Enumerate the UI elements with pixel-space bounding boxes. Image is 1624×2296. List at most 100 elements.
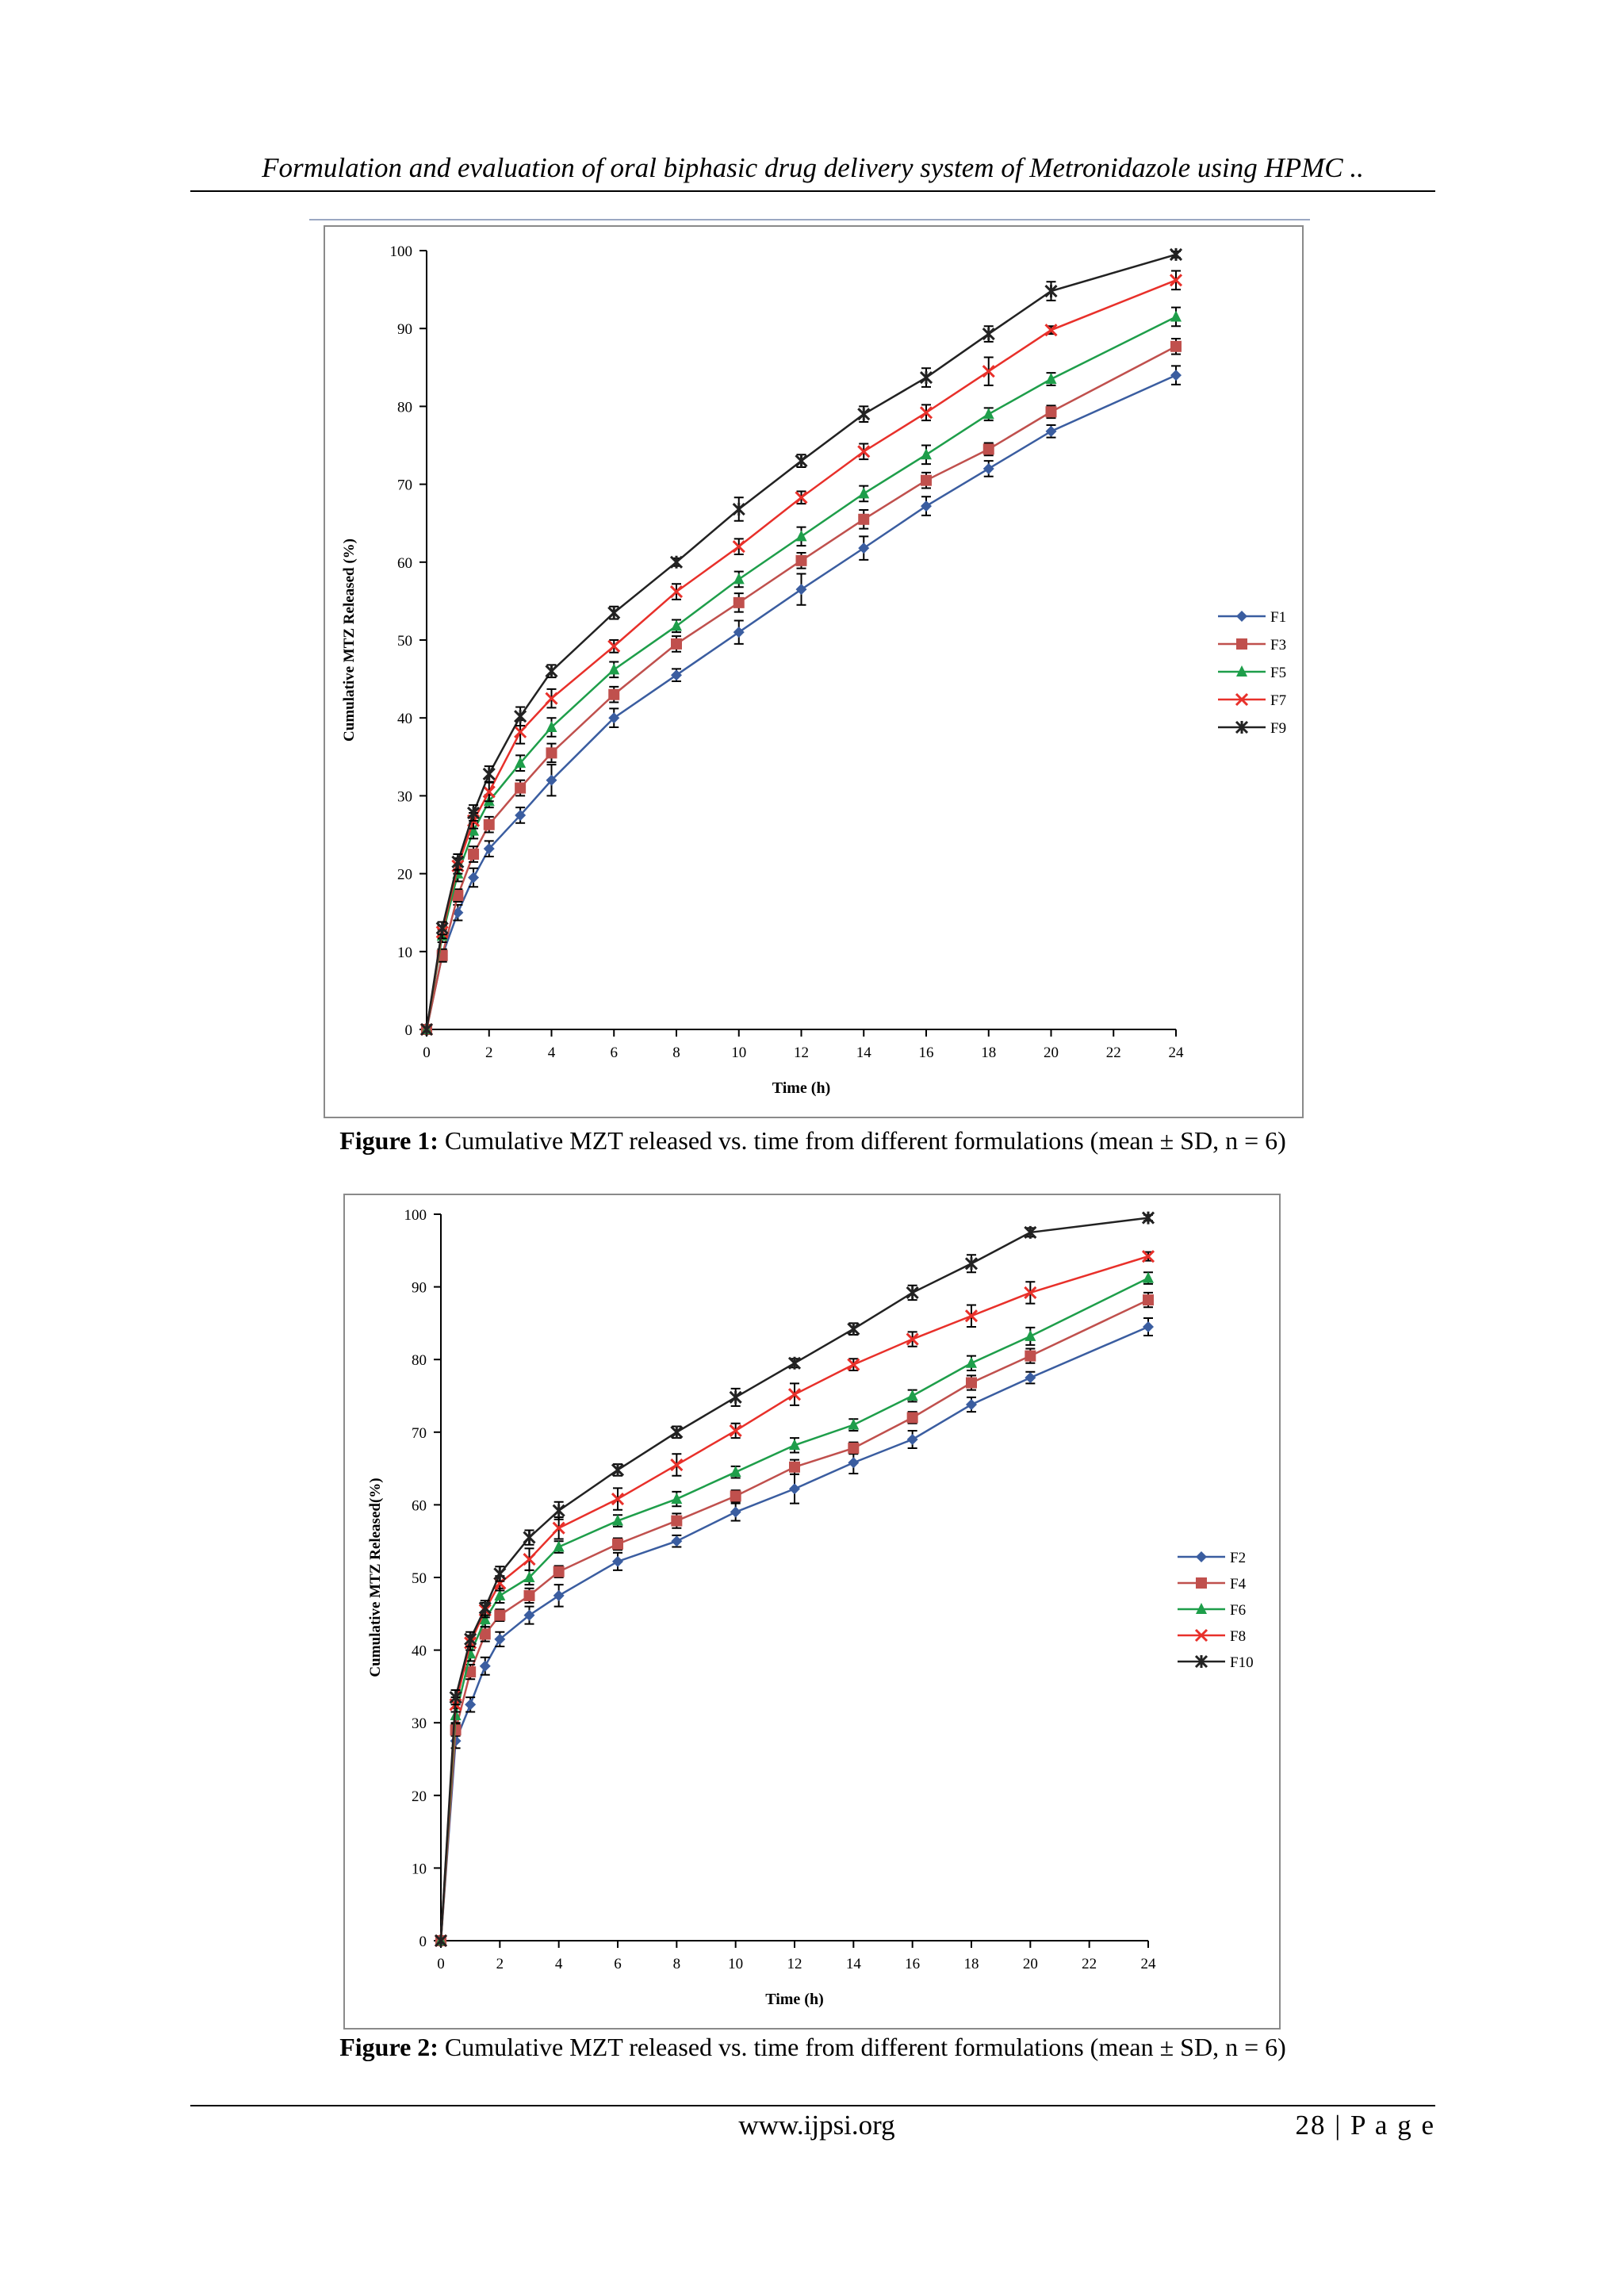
series-f6 <box>435 1271 1154 1945</box>
data-point <box>523 1589 535 1601</box>
data-point <box>1044 285 1058 298</box>
legend-marker <box>1235 720 1249 734</box>
y-tick-label: 30 <box>397 788 412 805</box>
x-tick-label: 20 <box>1044 1045 1059 1061</box>
data-point <box>494 1589 506 1600</box>
data-point <box>966 1398 977 1410</box>
footer-rule <box>190 2105 1435 2106</box>
data-point <box>858 487 870 499</box>
x-tick-label: 0 <box>423 1045 431 1061</box>
y-tick-label: 20 <box>412 1788 427 1805</box>
header-rule <box>190 190 1435 192</box>
data-point <box>523 1571 535 1582</box>
data-point <box>434 1934 448 1948</box>
data-point <box>611 1493 625 1506</box>
data-point <box>468 872 480 884</box>
data-point <box>732 540 745 554</box>
data-point <box>787 1388 802 1401</box>
data-point <box>451 855 465 868</box>
data-point <box>795 584 807 596</box>
x-tick-label: 4 <box>548 1045 556 1061</box>
data-point <box>483 843 495 855</box>
data-point <box>848 1442 860 1454</box>
x-tick-label: 20 <box>1023 1956 1038 1972</box>
data-point <box>906 1332 919 1346</box>
data-point <box>919 406 933 420</box>
x-tick-label: 8 <box>672 1045 680 1061</box>
y-axis-title: Cumulative MTZ Released(%) <box>367 1478 384 1677</box>
legend-label: F8 <box>1230 1628 1246 1645</box>
data-point <box>982 365 995 378</box>
data-point <box>514 710 527 723</box>
legend-label: F7 <box>1270 692 1286 709</box>
y-tick-label: 60 <box>412 1497 427 1514</box>
data-point <box>553 1540 565 1552</box>
data-point <box>514 725 527 738</box>
series-line <box>439 1325 1149 1941</box>
data-point <box>608 663 620 675</box>
x-tick-label: 24 <box>1141 1956 1157 1972</box>
y-tick-label: 90 <box>412 1280 427 1297</box>
legend-marker <box>1194 1628 1208 1642</box>
data-point <box>515 782 527 794</box>
data-point <box>1024 1225 1037 1239</box>
y-tick-label: 0 <box>419 1934 427 1950</box>
series-f2 <box>435 1317 1154 1946</box>
data-point <box>552 1521 565 1535</box>
data-point <box>545 665 558 678</box>
data-point <box>479 1660 491 1672</box>
data-point <box>523 1609 535 1621</box>
data-point <box>669 585 684 599</box>
data-point <box>906 1286 919 1299</box>
data-point <box>607 606 621 619</box>
data-point <box>857 445 871 458</box>
data-point <box>553 1566 565 1577</box>
data-point <box>858 513 870 525</box>
data-point <box>671 1515 683 1527</box>
data-point <box>523 1553 536 1566</box>
legend-marker <box>1236 638 1247 650</box>
series-f8 <box>434 1250 1155 1948</box>
data-point <box>523 1531 536 1544</box>
y-tick-label: 90 <box>397 321 412 338</box>
figure-1-caption-label: Figure 1: <box>339 1126 439 1155</box>
data-point <box>449 1691 462 1704</box>
series-f3 <box>421 337 1182 1035</box>
data-point <box>452 890 464 902</box>
data-point <box>795 530 807 542</box>
legend-marker <box>1236 611 1247 622</box>
legend-marker <box>1196 1603 1207 1614</box>
data-point <box>1143 1294 1154 1306</box>
y-tick-label: 50 <box>412 1570 427 1587</box>
series-f5 <box>421 306 1182 1034</box>
data-point <box>479 1628 491 1640</box>
data-point <box>1141 1250 1155 1263</box>
footer-page-number: 28 | P a g e <box>1295 2110 1435 2141</box>
legend-label: F5 <box>1270 665 1286 681</box>
data-point <box>789 1483 800 1495</box>
data-point <box>964 1309 979 1323</box>
legend-label: F1 <box>1270 609 1286 626</box>
data-point <box>787 1356 802 1370</box>
data-point <box>848 1457 860 1469</box>
data-point <box>1170 370 1182 381</box>
data-point <box>921 448 932 460</box>
data-point <box>795 554 807 566</box>
data-point <box>493 1577 507 1590</box>
data-point <box>670 1425 684 1439</box>
data-point <box>608 688 620 700</box>
data-point <box>730 1466 741 1478</box>
data-point <box>552 1504 565 1517</box>
y-axis-title: Cumulative MTZ Released (%) <box>341 539 358 742</box>
data-point <box>435 922 449 935</box>
data-point <box>857 408 871 421</box>
y-tick-label: 10 <box>397 945 412 961</box>
data-point <box>848 1418 860 1430</box>
x-tick-label: 18 <box>981 1045 996 1061</box>
x-tick-label: 8 <box>673 1956 681 1972</box>
data-point <box>493 1567 507 1581</box>
data-point <box>612 1555 623 1567</box>
data-point <box>545 692 558 705</box>
figure-1-chart: 0 10 20 30 40 50 60 70 80 90 100 0 2 4 6 8 10 12 14 16 18 20 2… <box>324 225 1304 1118</box>
data-point <box>478 1601 492 1615</box>
